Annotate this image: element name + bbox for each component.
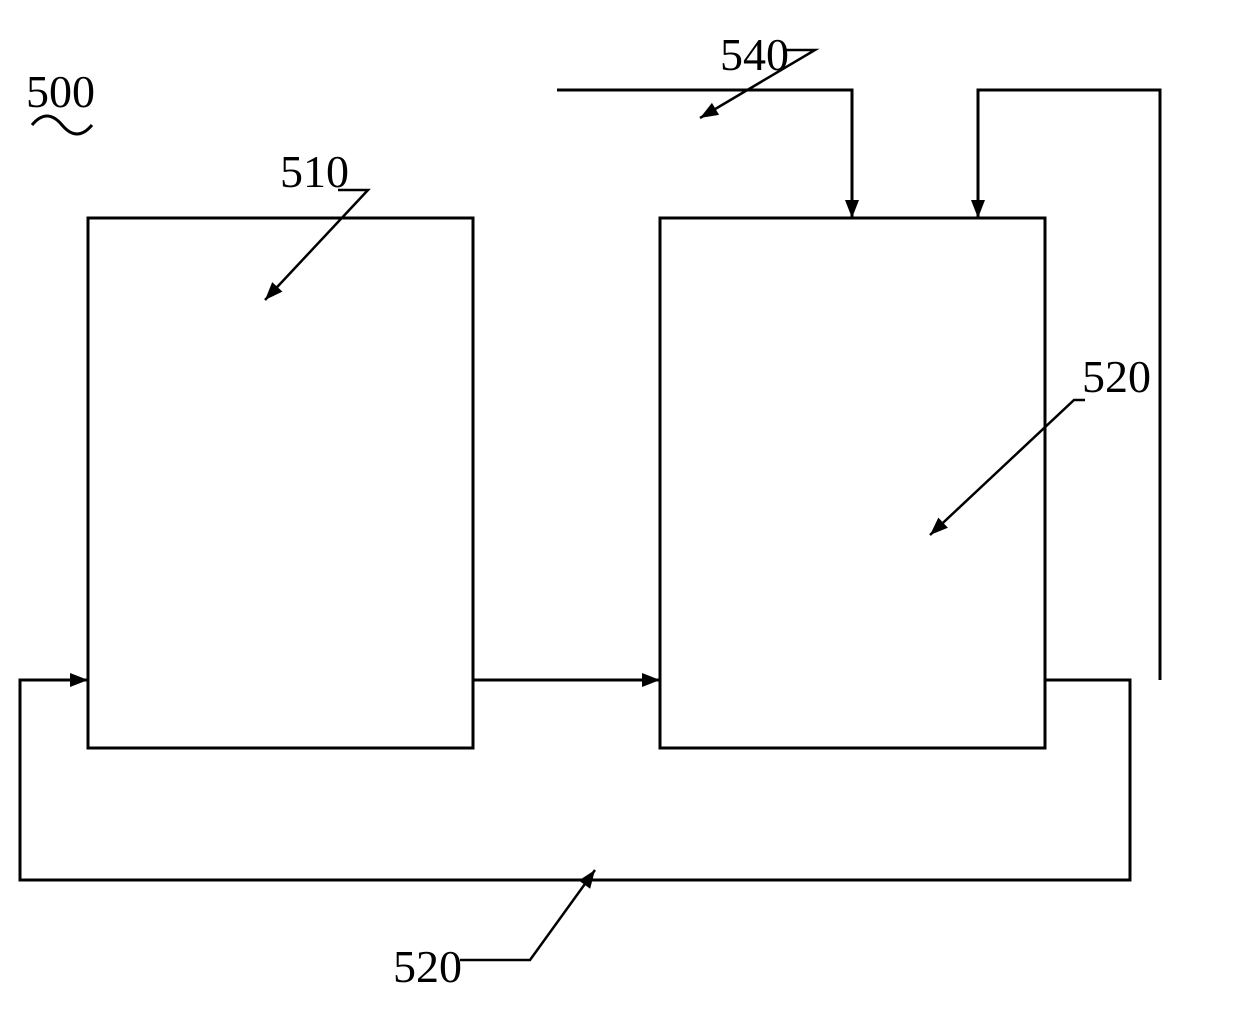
arrowhead-icon [70, 673, 88, 687]
leader-line [265, 190, 368, 300]
tilde-icon [32, 116, 92, 134]
label-520-right-text: 520 [1082, 351, 1151, 402]
label-520-right: 520 [1082, 350, 1151, 403]
label-500-text: 500 [26, 66, 95, 117]
label-510-text: 510 [280, 146, 349, 197]
connector [557, 90, 852, 218]
leader-line [930, 400, 1085, 535]
label-510: 510 [280, 145, 349, 198]
label-520-bottom: 520 [393, 940, 462, 993]
label-540: 540 [720, 28, 789, 81]
label-520-bottom-text: 520 [393, 941, 462, 992]
connector [20, 680, 1130, 880]
leader-line [460, 870, 595, 960]
box-box_left [88, 218, 473, 748]
arrowhead-icon [642, 673, 660, 687]
arrowhead-icon [971, 200, 985, 218]
arrowhead-icon [845, 200, 859, 218]
label-540-text: 540 [720, 29, 789, 80]
label-500: 500 [26, 65, 95, 118]
arrowhead-icon [700, 103, 719, 118]
